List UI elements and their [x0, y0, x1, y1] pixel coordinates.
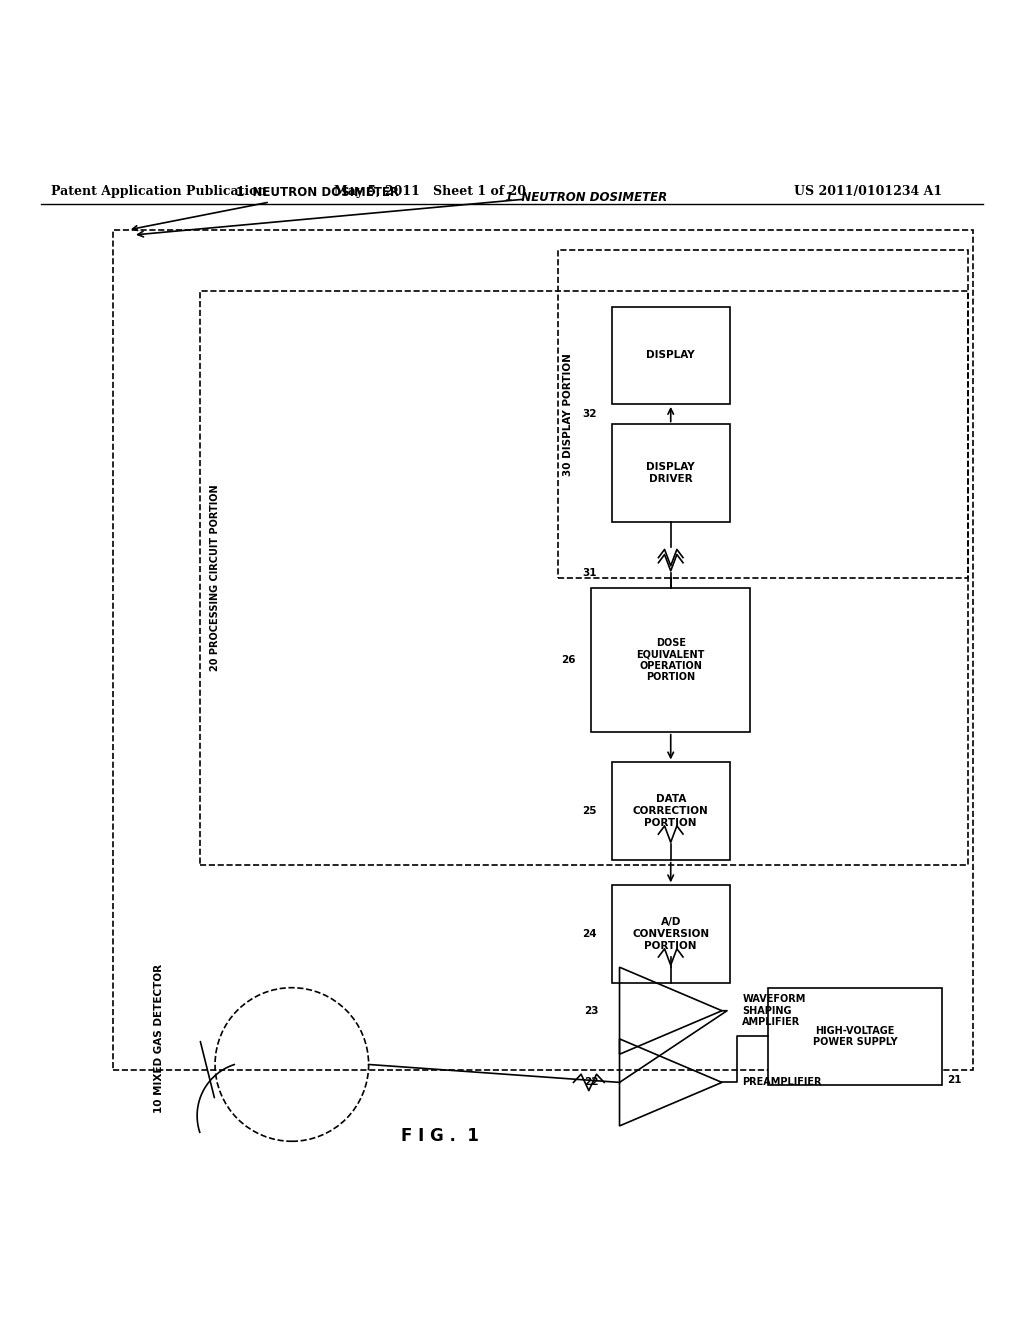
Text: Patent Application Publication: Patent Application Publication: [51, 185, 266, 198]
Text: 25: 25: [582, 807, 596, 816]
Text: PREAMPLIFIER: PREAMPLIFIER: [742, 1077, 822, 1088]
Text: 10 MIXED GAS DETECTOR: 10 MIXED GAS DETECTOR: [154, 965, 164, 1114]
Text: 22: 22: [585, 1077, 599, 1088]
Text: DISPLAY: DISPLAY: [646, 350, 695, 360]
Text: 31: 31: [582, 568, 596, 578]
Text: F I G .  1: F I G . 1: [401, 1127, 479, 1146]
Bar: [592, 589, 750, 731]
Text: A/D
CONVERSION
PORTION: A/D CONVERSION PORTION: [632, 917, 710, 950]
Text: HIGH-VOLTAGE
POWER SUPPLY: HIGH-VOLTAGE POWER SUPPLY: [813, 1026, 897, 1047]
Text: 24: 24: [582, 929, 596, 939]
Text: 1  NEUTRON DOSIMETER: 1 NEUTRON DOSIMETER: [505, 191, 667, 205]
Text: May 5, 2011   Sheet 1 of 20: May 5, 2011 Sheet 1 of 20: [334, 185, 526, 198]
Bar: [612, 763, 729, 859]
Text: 20 PROCESSING CIRCUIT PORTION: 20 PROCESSING CIRCUIT PORTION: [210, 484, 220, 672]
Text: US 2011/0101234 A1: US 2011/0101234 A1: [794, 185, 942, 198]
Text: 30 DISPLAY PORTION: 30 DISPLAY PORTION: [563, 352, 573, 475]
Text: 23: 23: [585, 1006, 599, 1015]
Text: WAVEFORM
SHAPING
AMPLIFIER: WAVEFORM SHAPING AMPLIFIER: [742, 994, 806, 1027]
Text: 21: 21: [947, 1074, 962, 1085]
Bar: [768, 987, 942, 1085]
Text: DATA
CORRECTION
PORTION: DATA CORRECTION PORTION: [633, 795, 709, 828]
Text: 32: 32: [582, 409, 596, 420]
Text: 1  NEUTRON DOSIMETER: 1 NEUTRON DOSIMETER: [132, 186, 398, 231]
Bar: [612, 306, 729, 404]
Text: DOSE
EQUIVALENT
OPERATION
PORTION: DOSE EQUIVALENT OPERATION PORTION: [637, 638, 705, 682]
Text: DISPLAY
DRIVER: DISPLAY DRIVER: [646, 462, 695, 484]
Text: 26: 26: [561, 655, 575, 665]
Bar: [612, 425, 729, 521]
Bar: [612, 886, 729, 982]
